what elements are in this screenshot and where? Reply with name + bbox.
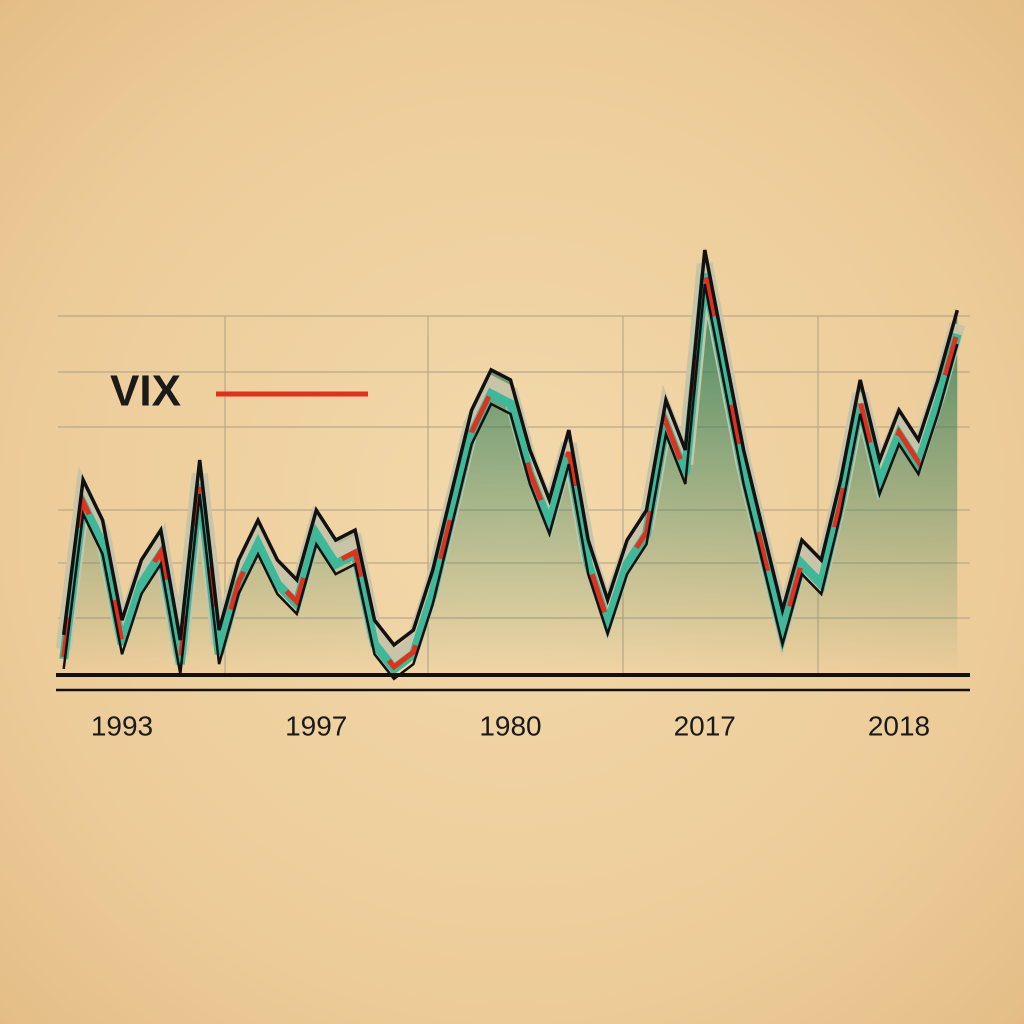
line (61, 249, 959, 648)
x-tick-label: 1980 (479, 710, 541, 741)
legend: VIX (110, 367, 368, 416)
x-tick-label: 1997 (285, 710, 347, 741)
line (62, 283, 959, 681)
line-accent (61, 271, 960, 671)
area (63, 250, 958, 673)
legend-label: VIX (110, 367, 181, 416)
x-tick-label: 1993 (91, 710, 153, 741)
x-tick-label: 2018 (868, 710, 930, 741)
x-tick-label: 2017 (674, 710, 736, 741)
plot-area (55, 249, 966, 681)
